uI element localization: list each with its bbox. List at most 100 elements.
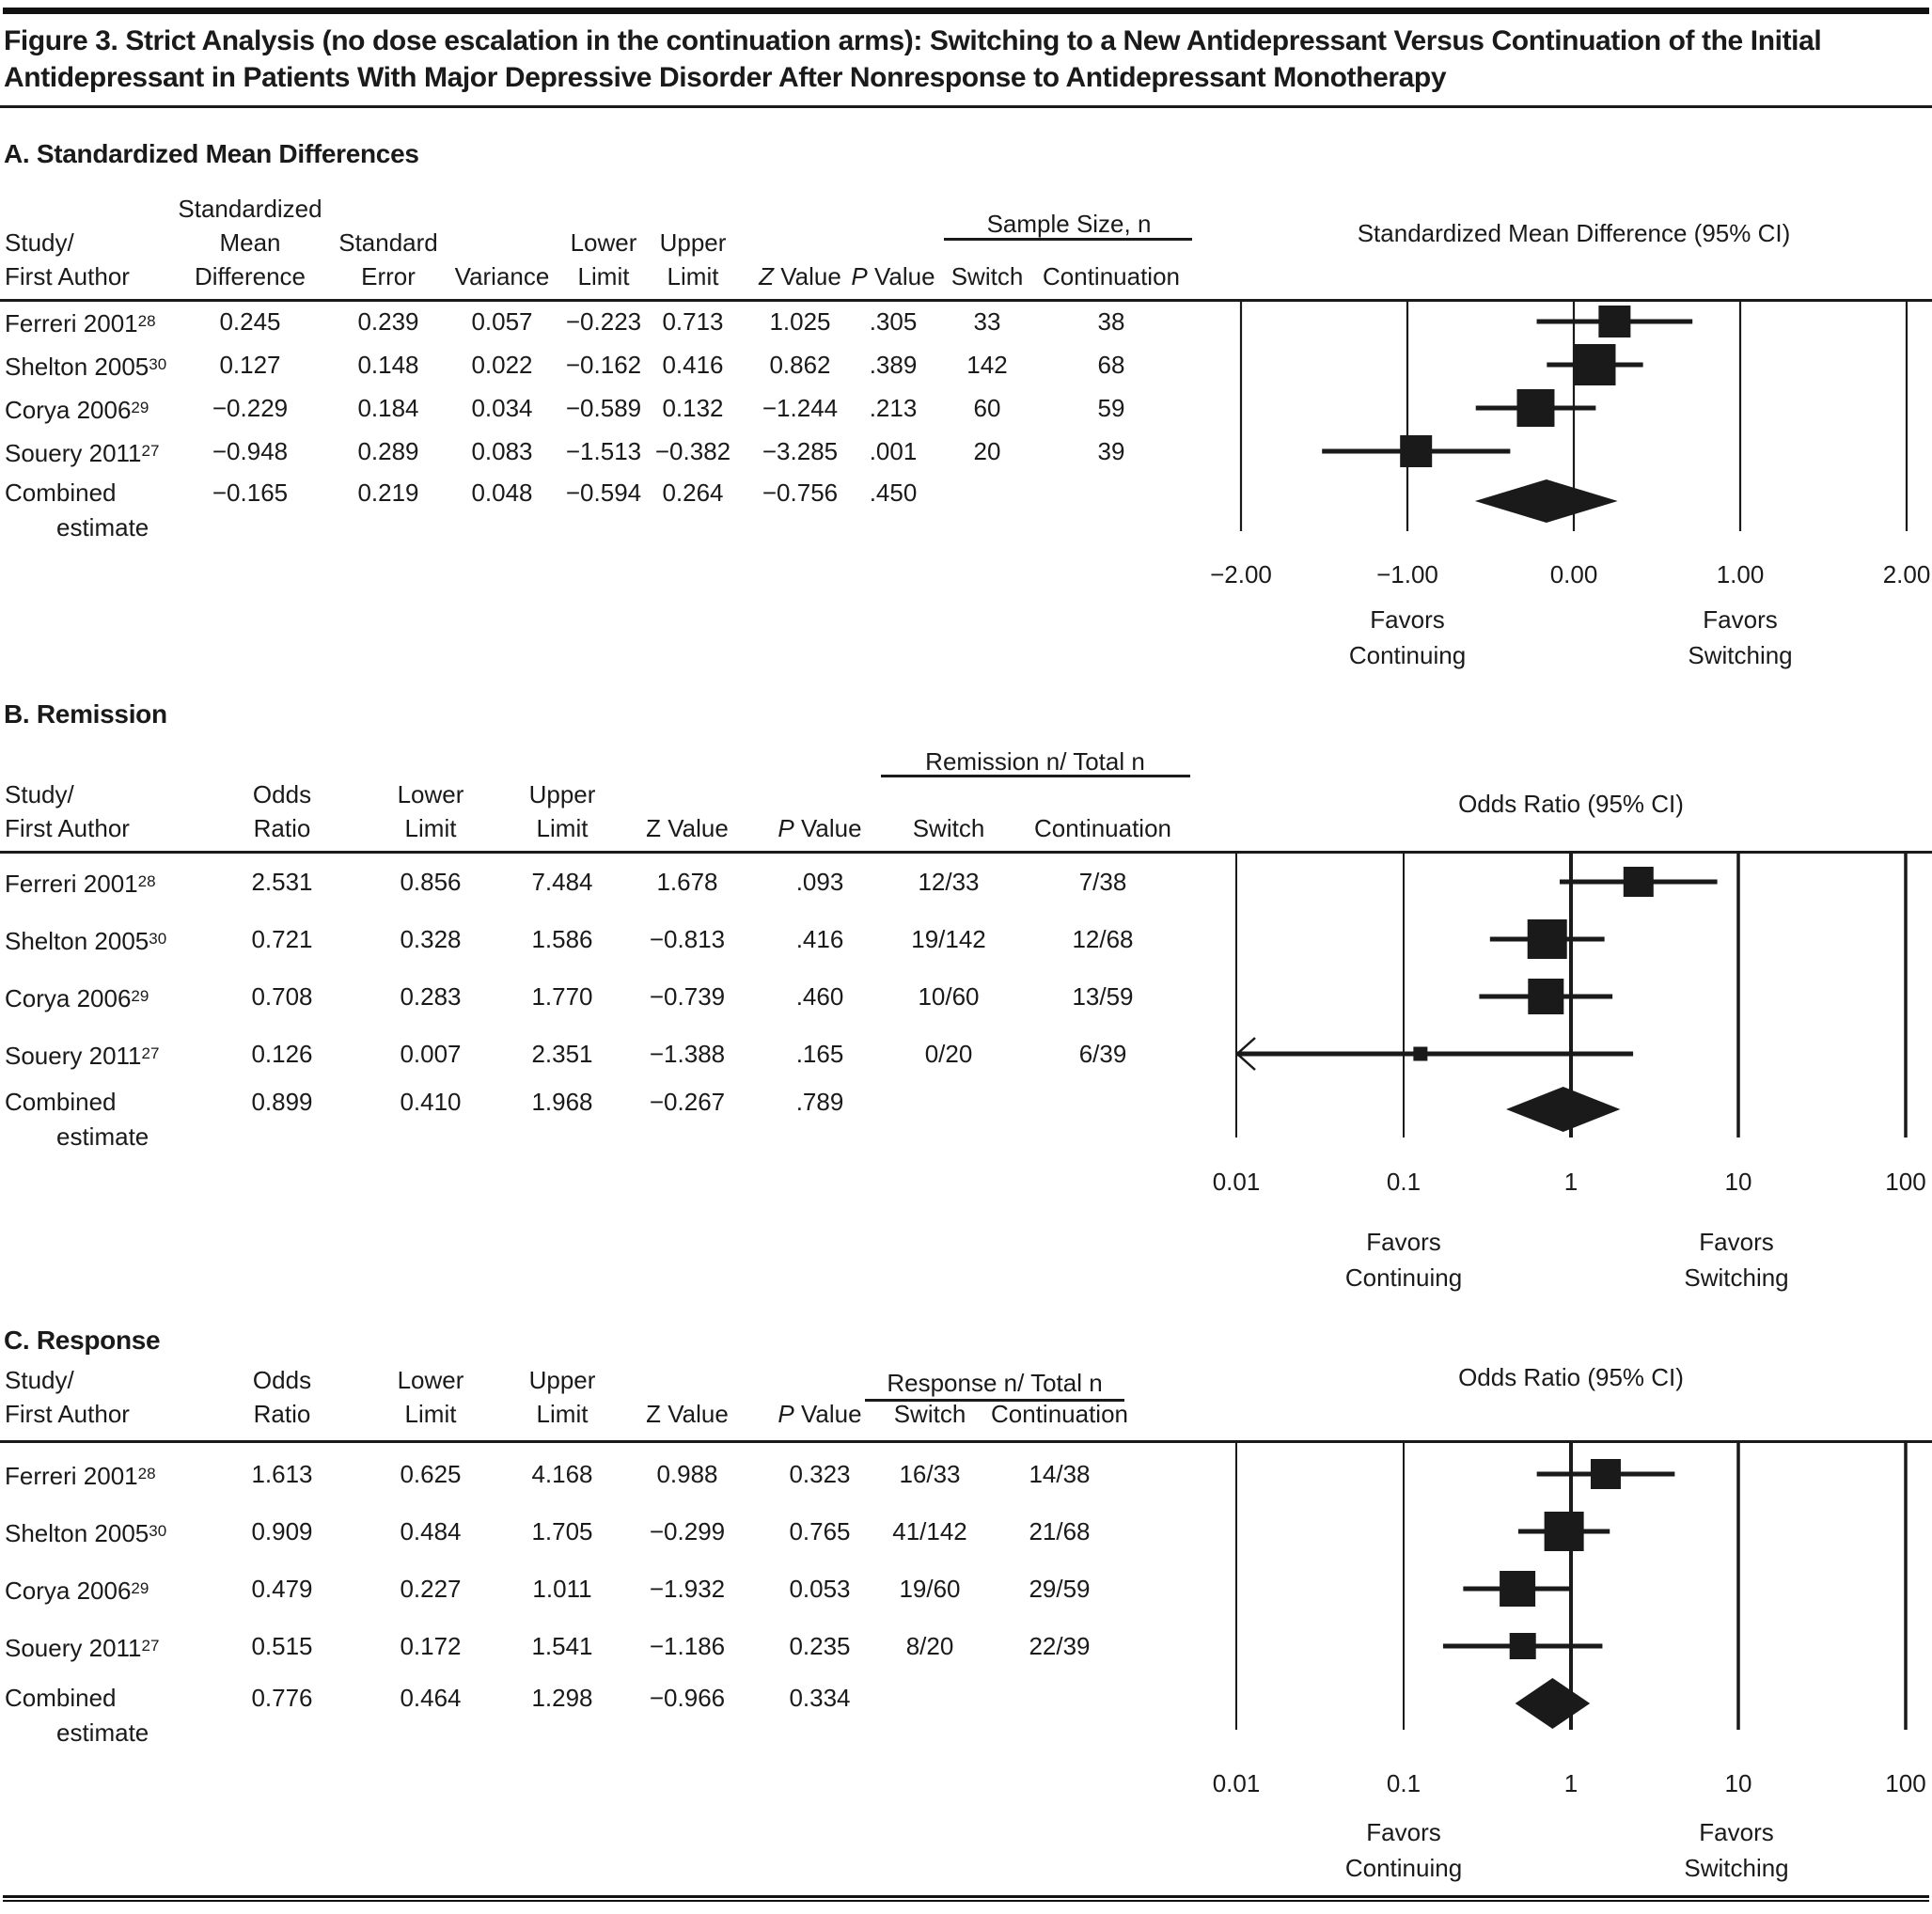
value-cell: 0.464 xyxy=(400,1684,462,1712)
continuation-cell: 12/68 xyxy=(1072,925,1134,953)
reference-superscript: 27 xyxy=(141,442,160,460)
effect-square xyxy=(1528,979,1564,1014)
switch-cell: 19/60 xyxy=(899,1575,961,1603)
value-cell: −0.966 xyxy=(649,1684,726,1712)
value-cell: .165 xyxy=(795,1040,844,1068)
reference-superscript: 29 xyxy=(131,399,149,416)
study-cell: Shelton 200530 xyxy=(5,1519,167,1547)
value-cell: 0.057 xyxy=(471,307,533,336)
switch-cell: 12/33 xyxy=(918,868,980,896)
reference-superscript: 28 xyxy=(137,872,156,890)
value-cell: 2.351 xyxy=(531,1040,593,1068)
col-header: P Value xyxy=(778,1400,862,1428)
combined-label-2: estimate xyxy=(56,1122,149,1151)
value-cell: 0.484 xyxy=(400,1517,462,1545)
col-header: Odds Ratio xyxy=(252,1366,312,1428)
col-header: Z Value xyxy=(759,262,841,290)
continuation-cell: 13/59 xyxy=(1072,982,1134,1011)
col-header: Upper Limit xyxy=(659,228,727,290)
value-cell: −0.267 xyxy=(649,1088,726,1116)
group-header-underline rule xyxy=(944,238,1192,241)
value-cell: 0.334 xyxy=(789,1684,851,1712)
value-cell: .213 xyxy=(869,394,918,422)
study-cell: Souery 201127 xyxy=(5,1634,160,1662)
col-header: Upper Limit xyxy=(528,1366,596,1428)
study-cell: Souery 201127 xyxy=(5,439,160,467)
switch-cell: 8/20 xyxy=(905,1632,954,1660)
panel-a-heading: A. Standardized Mean Differences xyxy=(4,139,419,168)
value-cell: 0.721 xyxy=(251,925,313,953)
title-rule xyxy=(0,105,1932,108)
favors-left-line1: Favors xyxy=(1370,605,1445,634)
combined-diamond xyxy=(1474,479,1618,523)
axis-tick-label: 10 xyxy=(1724,1769,1752,1797)
continuation-cell: 6/39 xyxy=(1078,1040,1127,1068)
header-rule rule xyxy=(0,1440,1932,1443)
bottom-rule-bar xyxy=(3,1895,1929,1902)
favors-right-line2: Switching xyxy=(1688,641,1793,669)
switch-cell: 0/20 xyxy=(924,1040,973,1068)
col-header: Variance xyxy=(454,262,550,290)
col-header: Z Value xyxy=(646,814,729,842)
group-header-underline rule xyxy=(881,775,1190,777)
col-header-continuation: Continuation xyxy=(1043,262,1180,290)
value-cell: −0.299 xyxy=(649,1517,726,1545)
axis-tick-label: 100 xyxy=(1885,1769,1926,1797)
favors-right-line1: Favors xyxy=(1703,605,1778,634)
axis-tick-label: 1 xyxy=(1563,1769,1579,1797)
study-cell: Corya 200629 xyxy=(5,1577,149,1605)
value-cell: 0.034 xyxy=(471,394,533,422)
value-cell: 0.083 xyxy=(471,437,533,465)
value-cell: .389 xyxy=(869,351,918,379)
plot-title: Odds Ratio (95% CI) xyxy=(1458,790,1684,818)
effect-square xyxy=(1413,1046,1428,1061)
value-cell: 2.531 xyxy=(251,868,313,896)
value-cell: −0.382 xyxy=(654,437,731,465)
effect-square xyxy=(1516,389,1555,427)
favors-left-line2: Continuing xyxy=(1348,641,1467,669)
value-cell: −1.186 xyxy=(649,1632,726,1660)
switch-cell: 19/142 xyxy=(911,925,986,953)
switch-cell: 60 xyxy=(973,394,1001,422)
value-cell: 0.172 xyxy=(400,1632,462,1660)
continuation-cell: 14/38 xyxy=(1029,1460,1091,1488)
value-cell: 0.053 xyxy=(789,1575,851,1603)
reference-superscript: 28 xyxy=(137,312,156,330)
value-cell: −0.948 xyxy=(212,437,289,465)
col-header: Odds Ratio xyxy=(252,780,312,842)
study-cell: Corya 200629 xyxy=(5,396,149,424)
plot-title: Standardized Mean Difference (95% CI) xyxy=(1357,219,1791,247)
value-cell: 0.909 xyxy=(251,1517,313,1545)
value-cell: −0.813 xyxy=(649,925,726,953)
value-cell: 0.219 xyxy=(357,478,419,507)
panel-b-heading: B. Remission xyxy=(4,699,167,729)
col-header: Z Value xyxy=(646,1400,729,1428)
value-cell: 0.283 xyxy=(400,982,462,1011)
value-cell: 0.264 xyxy=(662,478,724,507)
study-cell: Ferreri 200128 xyxy=(5,870,156,898)
effect-square xyxy=(1400,435,1433,467)
study-cell: Corya 200629 xyxy=(5,984,149,1012)
axis-tick-label: 0.00 xyxy=(1549,560,1598,588)
axis-tick-label: −1.00 xyxy=(1376,560,1438,588)
axis-tick-label: 0.1 xyxy=(1386,1769,1422,1797)
value-cell: −0.756 xyxy=(762,478,839,507)
study-cell: Souery 201127 xyxy=(5,1042,160,1070)
continuation-cell: 7/38 xyxy=(1078,868,1127,896)
forest-plot-B xyxy=(1235,853,1908,1137)
col-header-continuation: Continuation xyxy=(1034,814,1171,842)
study-cell: Shelton 200530 xyxy=(5,927,167,955)
value-cell: −0.162 xyxy=(565,351,642,379)
reference-superscript: 30 xyxy=(149,355,167,373)
value-cell: −0.229 xyxy=(212,394,289,422)
value-cell: .093 xyxy=(795,868,844,896)
value-cell: 0.245 xyxy=(219,307,281,336)
switch-cell: 33 xyxy=(973,307,1001,336)
value-cell: 1.968 xyxy=(531,1088,593,1116)
forest-plot-A xyxy=(1239,301,1908,531)
switch-cell: 142 xyxy=(966,351,1008,379)
continuation-cell: 38 xyxy=(1097,307,1125,336)
axis-tick-label: −2.00 xyxy=(1210,560,1272,588)
favors-left-line2: Continuing xyxy=(1344,1263,1463,1292)
